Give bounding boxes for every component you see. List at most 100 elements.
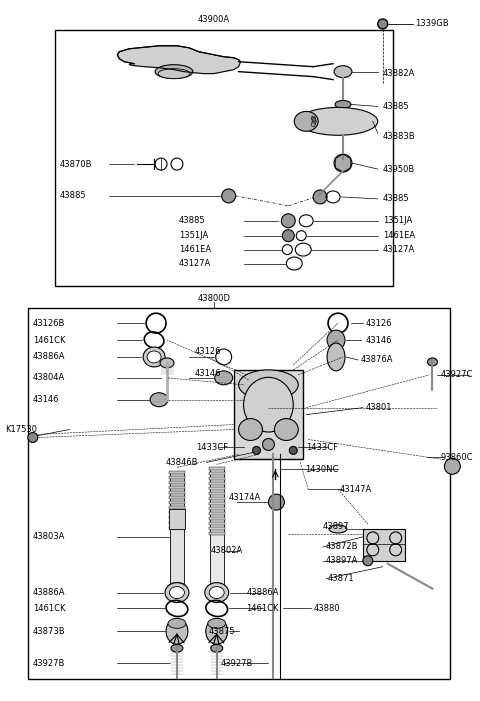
Text: 43950B: 43950B	[383, 165, 415, 174]
Text: 1461CK: 1461CK	[247, 604, 279, 613]
Bar	[209, 502, 225, 505]
Bar	[169, 506, 185, 509]
Text: 43174A: 43174A	[228, 493, 261, 502]
Ellipse shape	[158, 69, 190, 79]
Text: 43146: 43146	[33, 395, 60, 404]
Text: 1461EA: 1461EA	[179, 245, 211, 254]
Ellipse shape	[169, 587, 184, 599]
Bar	[209, 492, 225, 495]
Text: 43885: 43885	[60, 191, 86, 200]
Text: 43885: 43885	[179, 217, 205, 225]
Text: 43927B: 43927B	[33, 659, 65, 667]
Ellipse shape	[239, 370, 298, 400]
Circle shape	[282, 230, 294, 242]
Ellipse shape	[168, 618, 186, 628]
Text: 43885: 43885	[383, 194, 409, 203]
Text: 43897A: 43897A	[326, 557, 359, 565]
Text: 43900A: 43900A	[198, 15, 230, 25]
Text: 1351JA: 1351JA	[383, 217, 412, 225]
Text: 43146: 43146	[366, 336, 392, 345]
Bar	[169, 526, 185, 529]
Text: 43886A: 43886A	[33, 588, 65, 597]
Ellipse shape	[206, 618, 228, 644]
Bar	[209, 487, 225, 490]
Bar	[170, 471, 184, 585]
Circle shape	[311, 116, 315, 120]
Text: 43886A: 43886A	[33, 353, 65, 362]
Bar	[209, 512, 225, 515]
Text: 1433CF: 1433CF	[196, 443, 228, 452]
Text: 1430NC: 1430NC	[305, 465, 338, 474]
Text: 43846B: 43846B	[166, 458, 199, 467]
Bar	[209, 517, 225, 520]
Bar	[169, 511, 185, 514]
Text: 43927C: 43927C	[441, 370, 473, 379]
Text: 43872B: 43872B	[326, 543, 359, 552]
Ellipse shape	[294, 111, 318, 131]
Ellipse shape	[209, 587, 224, 599]
Ellipse shape	[143, 347, 165, 367]
Ellipse shape	[298, 107, 378, 135]
Ellipse shape	[150, 393, 168, 407]
Bar	[209, 527, 225, 530]
Circle shape	[312, 118, 316, 123]
Bar	[209, 477, 225, 480]
Ellipse shape	[168, 583, 186, 590]
Ellipse shape	[263, 439, 275, 451]
Text: 1433CF: 1433CF	[306, 443, 338, 452]
Bar	[209, 532, 225, 535]
Circle shape	[378, 19, 388, 29]
Ellipse shape	[327, 330, 345, 350]
Bar	[169, 521, 185, 524]
Ellipse shape	[329, 525, 347, 533]
Text: 43876A: 43876A	[361, 355, 394, 365]
Circle shape	[312, 117, 316, 121]
Text: 43800D: 43800D	[197, 294, 230, 303]
Text: 43875: 43875	[209, 627, 235, 636]
Bar	[209, 482, 225, 485]
Text: 1461CK: 1461CK	[33, 604, 65, 613]
Text: 1461EA: 1461EA	[383, 231, 415, 240]
Text: 43127A: 43127A	[383, 245, 415, 254]
Circle shape	[28, 433, 38, 442]
Ellipse shape	[171, 644, 183, 652]
Text: 43871: 43871	[328, 574, 355, 583]
Bar	[169, 471, 185, 475]
Circle shape	[312, 120, 316, 124]
Text: 43870B: 43870B	[60, 160, 92, 169]
Circle shape	[444, 458, 460, 475]
Bar	[28, 308, 450, 679]
Text: 43804A: 43804A	[33, 374, 65, 382]
Text: 43882A: 43882A	[383, 69, 415, 78]
Bar	[169, 491, 185, 494]
Text: 43803A: 43803A	[33, 532, 65, 541]
Bar	[169, 476, 185, 479]
Ellipse shape	[428, 358, 437, 366]
Text: K17530: K17530	[5, 425, 37, 434]
Text: 43897: 43897	[323, 522, 350, 531]
Circle shape	[222, 189, 236, 203]
Text: 43927B: 43927B	[221, 659, 253, 667]
Ellipse shape	[208, 585, 226, 592]
Text: 43880: 43880	[313, 604, 340, 613]
Ellipse shape	[211, 644, 223, 652]
Bar	[209, 507, 225, 510]
Bar	[209, 522, 225, 525]
Text: 1351JA: 1351JA	[179, 231, 208, 240]
Text: 1461CK: 1461CK	[33, 336, 65, 345]
Polygon shape	[117, 46, 240, 74]
Text: 43883B: 43883B	[383, 132, 415, 141]
Bar	[169, 516, 185, 519]
Bar	[169, 501, 185, 504]
Bar	[363, 529, 405, 561]
Text: 43126: 43126	[366, 319, 392, 327]
Text: 43801: 43801	[366, 403, 392, 412]
Bar	[169, 486, 185, 489]
Ellipse shape	[160, 358, 174, 368]
Text: 43126B: 43126B	[33, 319, 65, 327]
Circle shape	[289, 447, 297, 454]
Text: 93860C: 93860C	[441, 453, 473, 462]
Bar	[209, 472, 225, 475]
Text: 1339GB: 1339GB	[416, 20, 449, 29]
Circle shape	[313, 190, 327, 204]
